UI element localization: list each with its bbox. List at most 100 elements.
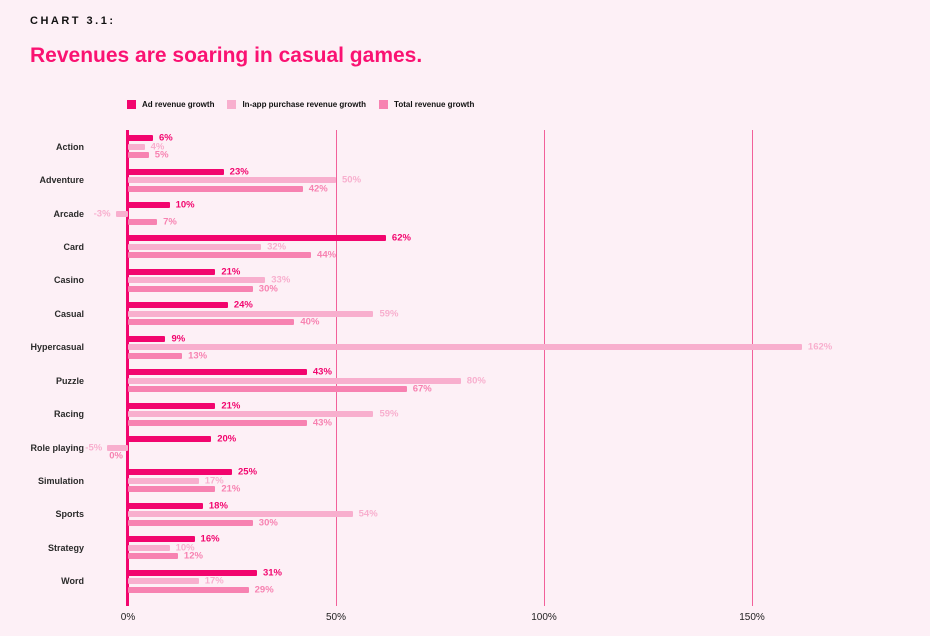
- bar: [128, 436, 212, 442]
- bar-row: 4%: [128, 140, 930, 152]
- category-group: Role playing 20% -5% 0%: [0, 431, 930, 464]
- bar-row: 30%: [128, 283, 930, 295]
- category-label: Racing: [53, 409, 84, 420]
- bar: [128, 386, 407, 393]
- bar: [128, 569, 257, 576]
- bar-row: 54%: [128, 510, 930, 519]
- category-label: Puzzle: [55, 375, 84, 386]
- bar-value-label: 59%: [379, 408, 399, 420]
- bar-value-label: -5%: [85, 441, 103, 453]
- category-label: Casual: [54, 308, 84, 319]
- bar-row: 33%: [128, 276, 930, 285]
- bar-row: 62%: [128, 232, 930, 244]
- bar-value-label: 162%: [807, 341, 833, 353]
- bars-container: 43% 80% 67%: [128, 364, 930, 397]
- category-group: Casual 24% 59% 40%: [0, 297, 930, 330]
- bar-value-label: 18%: [208, 500, 228, 512]
- bar-value-label: 12%: [183, 550, 203, 562]
- bar-value-label: 29%: [254, 583, 274, 595]
- bar: [128, 377, 461, 384]
- x-tick-label: 0%: [120, 612, 136, 623]
- bar-row: 16%: [128, 533, 930, 545]
- gridline-150: [752, 130, 753, 606]
- bar: [128, 219, 158, 226]
- bar-value-label: 21%: [221, 266, 241, 278]
- bar: [128, 578, 199, 585]
- bar-value-label: 42%: [308, 182, 328, 194]
- bar-row: 10%: [128, 200, 930, 209]
- bar-row: 21%: [128, 483, 930, 495]
- legend-label: Total revenue growth: [394, 100, 475, 109]
- bar-row: 17%: [128, 475, 930, 487]
- bar-row: 5%: [128, 149, 930, 161]
- bar-value-label: 10%: [175, 542, 195, 554]
- bar: [128, 143, 145, 150]
- bar-value-label: 5%: [154, 149, 169, 161]
- zero-axis-line: [126, 130, 129, 606]
- legend-label: Ad revenue growth: [142, 100, 215, 109]
- bar-value-label: 21%: [221, 483, 241, 495]
- category-group: Adventure 23% 50% 42%: [0, 163, 930, 196]
- bars-container: 23% 50% 42%: [128, 163, 930, 196]
- bar-row: 44%: [128, 251, 930, 260]
- category-label: Card: [63, 241, 84, 252]
- bar-row: 59%: [128, 308, 930, 320]
- bar-value-label: 17%: [204, 475, 224, 487]
- category-label: Word: [61, 576, 84, 587]
- bars-container: 24% 59% 40%: [128, 297, 930, 330]
- bar-value-label: 4%: [150, 140, 165, 152]
- bar-value-label: 31%: [262, 566, 282, 578]
- bar: [128, 344, 802, 351]
- bar-value-label: 80%: [466, 374, 486, 386]
- bar-value-label: 21%: [221, 399, 241, 411]
- bar-value-label: 59%: [379, 308, 399, 320]
- bars-container: 31% 17% 29%: [128, 564, 930, 597]
- legend-swatch-icon: [379, 100, 389, 109]
- bar: [128, 477, 199, 484]
- bar: [128, 177, 336, 184]
- bar: [128, 277, 266, 284]
- bars-container: 16% 10% 12%: [128, 531, 930, 564]
- bar-row: 23%: [128, 167, 930, 176]
- bar: [128, 185, 303, 192]
- category-label: Sports: [55, 509, 84, 520]
- bar-row: 24%: [128, 301, 930, 310]
- bar-value-label: 13%: [188, 349, 208, 361]
- legend-label: In-app purchase revenue growth: [242, 100, 367, 109]
- bar-row: 59%: [128, 408, 930, 420]
- category-label: Adventure: [39, 175, 84, 186]
- category-group: Casino 21% 33% 30%: [0, 264, 930, 297]
- category-group: Strategy 16% 10% 12%: [0, 531, 930, 564]
- x-tick-label: 150%: [739, 612, 765, 623]
- bar-value-label: 62%: [391, 232, 411, 244]
- category-group: Card 62% 32% 44%: [0, 230, 930, 263]
- bar-value-label: 16%: [200, 533, 220, 545]
- bar-row: 0%: [109, 451, 930, 460]
- category-group: Action 6% 4% 5%: [0, 130, 930, 163]
- bar-value-label: 9%: [171, 332, 186, 344]
- bar-value-label: 20%: [217, 433, 237, 445]
- bar-value-label: 30%: [258, 283, 278, 295]
- bar-row: -3%: [94, 209, 930, 218]
- bar: [115, 210, 128, 217]
- bar: [128, 519, 253, 526]
- bar-row: 40%: [128, 318, 930, 327]
- bar: [128, 369, 307, 376]
- bar: [128, 202, 170, 209]
- chart-kicker: CHART 3.1:: [30, 15, 116, 27]
- bars-container: 21% 59% 43%: [128, 397, 930, 430]
- legend-item: Total revenue growth: [379, 100, 474, 109]
- bar-value-label: 30%: [258, 517, 278, 529]
- bar: [128, 469, 232, 476]
- bars-container: 62% 32% 44%: [128, 230, 930, 263]
- bar-row: 25%: [128, 468, 930, 477]
- chart-rows: Action 6% 4% 5% Adventure 23% 50% 42% Arcade 10% -…: [0, 130, 930, 598]
- bar: [128, 302, 228, 309]
- legend-swatch-icon: [127, 100, 136, 109]
- bar-row: 9%: [128, 332, 930, 344]
- bar: [128, 235, 386, 242]
- bar: [128, 411, 374, 418]
- bar: [128, 402, 216, 409]
- bars-container: 9% 162% 13%: [128, 331, 930, 364]
